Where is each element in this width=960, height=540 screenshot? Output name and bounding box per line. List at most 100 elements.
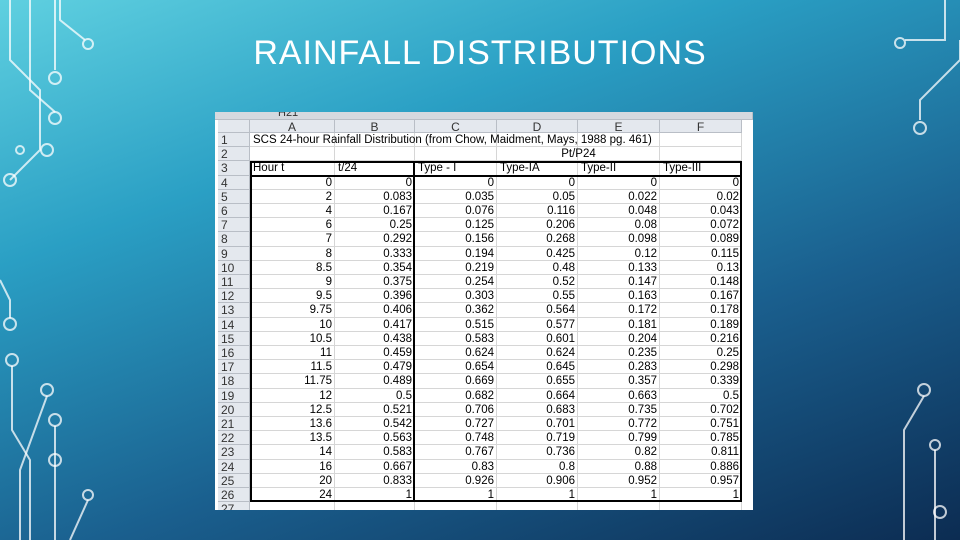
grid-cell [250, 260, 335, 275]
data-cell: 0.601 [546, 332, 575, 345]
data-cell: 0.926 [465, 474, 494, 487]
grid-cell [578, 260, 660, 275]
grid-cell [250, 459, 335, 474]
grid-cell [250, 218, 335, 233]
column-header: E [578, 120, 660, 134]
circuit-line [9, 0, 41, 181]
data-cell: 0.799 [628, 432, 657, 445]
data-cell: 0.406 [383, 304, 412, 317]
grid-cell [497, 374, 578, 389]
grid-cell [497, 431, 578, 446]
data-cell: 0.25 [716, 347, 739, 359]
data-cell: 0.521 [383, 403, 412, 416]
row-number: 2 [218, 147, 250, 162]
grid-cell [335, 133, 415, 148]
row-number: 21 [218, 417, 250, 432]
data-cell: 0.147 [628, 276, 657, 288]
data-cell: 0.189 [710, 318, 739, 331]
spreadsheet: H21 A B C D E F 1 2 3 4 5 6 7 8 9 10 11 12 13 14 15 16 17 18 19 20… [215, 112, 753, 510]
data-cell: 0.178 [710, 304, 739, 317]
grid-cell [578, 218, 660, 233]
circuit-node [894, 37, 906, 49]
data-cell: 0.172 [628, 304, 657, 317]
data-cell: 0.216 [710, 332, 739, 345]
data-cell: 0.417 [383, 318, 412, 331]
data-cell: 0.624 [546, 347, 575, 359]
row-number: 27 [218, 502, 250, 510]
data-cell: 6 [325, 219, 332, 232]
data-cell: 0.748 [465, 432, 494, 445]
grid-cell [250, 275, 335, 290]
grid-cell [578, 147, 660, 162]
data-cell: 11.5 [310, 361, 332, 374]
data-cell: 1 [650, 489, 657, 501]
grid-cell [660, 147, 742, 162]
circuit-node [40, 143, 54, 157]
data-cell: 0.577 [546, 318, 575, 331]
grid-cell [415, 218, 497, 233]
grid-cell [578, 232, 660, 247]
data-cell: 0.736 [546, 446, 575, 459]
data-cell: 0.167 [383, 205, 412, 217]
circuit-node [82, 38, 94, 50]
grid-cell [578, 175, 660, 190]
data-cell: 2 [325, 190, 332, 203]
row-number: 25 [218, 473, 250, 488]
data-cell: 0.767 [465, 446, 494, 459]
row-number: 10 [218, 260, 250, 275]
data-cell: 0.292 [383, 233, 412, 246]
row-number: 8 [218, 232, 250, 247]
data-cell: 0.072 [710, 219, 739, 232]
data-cell: 0.459 [383, 347, 412, 359]
grid-cell [250, 289, 335, 304]
row-number: 7 [218, 218, 250, 233]
grid-cell [415, 303, 497, 318]
data-cell: 0.362 [465, 304, 494, 317]
grid-cell [578, 502, 660, 510]
data-cell: 0.357 [628, 375, 657, 388]
corner [218, 120, 250, 133]
data-cell: 0.563 [383, 432, 412, 445]
row-number: 26 [218, 488, 250, 503]
grid-cell [250, 232, 335, 247]
column-title: Type-IA [500, 162, 540, 175]
data-cell: 0.772 [628, 418, 657, 430]
row-number: 19 [218, 388, 250, 403]
data-cell: 20 [319, 474, 332, 487]
grid-cell [578, 417, 660, 432]
grid-cell [497, 260, 578, 275]
row-number: 16 [218, 346, 250, 361]
data-cell: 0 [568, 176, 575, 189]
grid-cell [497, 346, 578, 361]
data-cell: 0.254 [465, 276, 494, 288]
circuit-node [917, 383, 931, 397]
grid-cell [415, 317, 497, 332]
grid-cell [415, 417, 497, 432]
data-cell: 0.375 [383, 276, 412, 288]
grid-cell [578, 445, 660, 460]
grid-cell [415, 289, 497, 304]
grid-cell [335, 502, 415, 510]
data-cell: 0.116 [547, 205, 575, 217]
row-number: 22 [218, 431, 250, 446]
grid-cell [335, 147, 415, 162]
row-number: 4 [218, 175, 250, 190]
grid-cell [578, 133, 660, 148]
grid-cell [415, 204, 497, 219]
row-number: 17 [218, 360, 250, 375]
grid-cell [578, 459, 660, 474]
grid-cell [660, 133, 742, 148]
data-cell: 7 [325, 233, 332, 246]
data-cell: 0.624 [465, 347, 494, 359]
data-cell: 0.156 [465, 233, 494, 246]
column-header: D [497, 120, 578, 134]
data-cell: 0.654 [465, 361, 494, 374]
data-cell: 0.043 [710, 205, 739, 217]
circuit-node [3, 317, 17, 331]
data-cell: 8 [325, 247, 332, 260]
data-cell: 0 [487, 176, 494, 189]
row-number: 5 [218, 189, 250, 204]
column-header: B [335, 120, 415, 134]
column-title: Type-III [663, 162, 702, 175]
